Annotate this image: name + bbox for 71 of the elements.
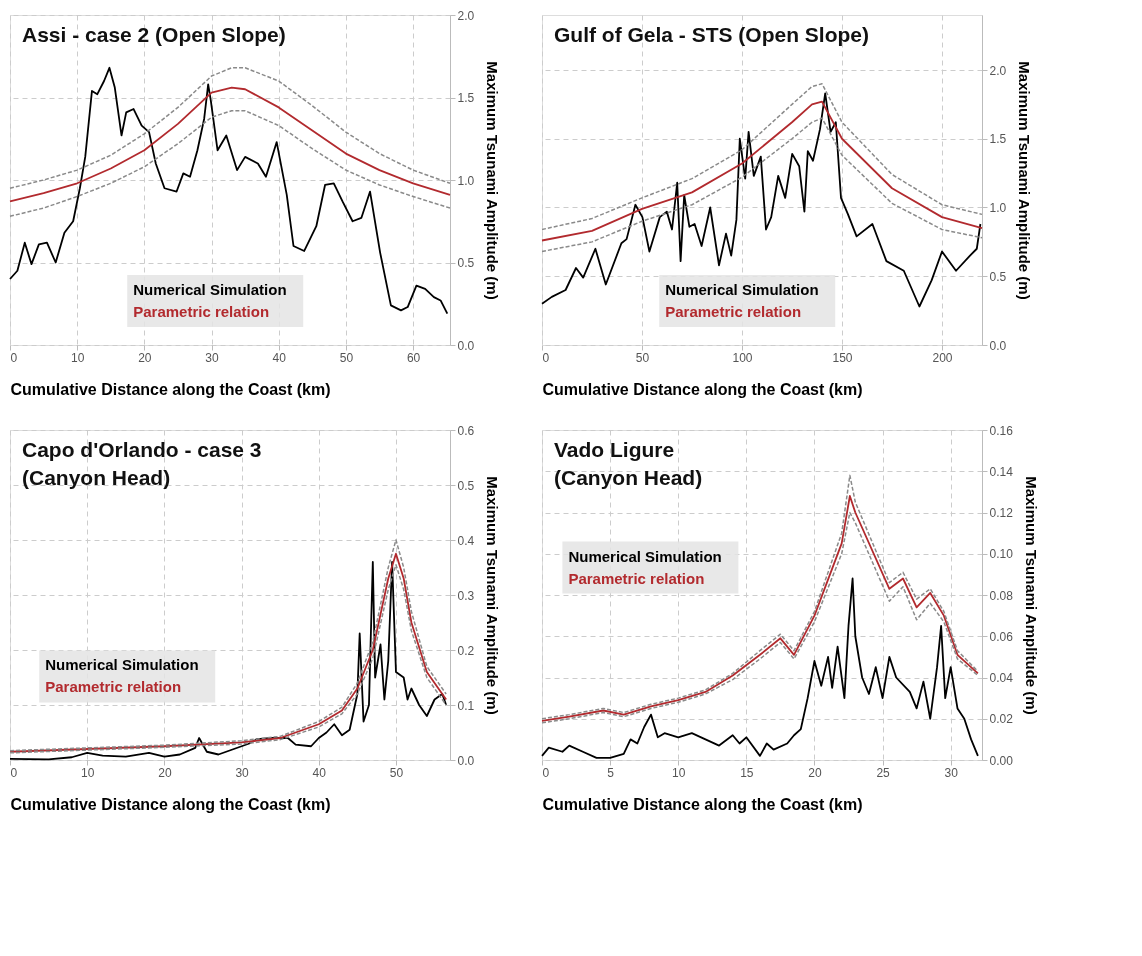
- y-tick-label: 1.5: [457, 91, 475, 105]
- x-tick-label: 10: [672, 765, 686, 780]
- y-tick-label: 0.0: [457, 338, 475, 353]
- y-tick-label: 0.5: [989, 269, 1007, 284]
- y-tick-label: 0.08: [989, 588, 1014, 603]
- x-tick-label: 5: [607, 765, 615, 780]
- text: Parametric relation: [133, 303, 270, 320]
- x-tick-label: 100: [732, 350, 753, 365]
- text: Parametric relation: [665, 303, 802, 320]
- x-tick-label: 0: [10, 350, 18, 365]
- x-tick-label: 40: [272, 350, 287, 365]
- y-tick-label: 0.5: [457, 478, 475, 493]
- y-tick-label: 1.5: [989, 132, 1007, 147]
- y-tick-label: 1.0: [989, 201, 1007, 215]
- x-tick-label: 20: [808, 765, 822, 780]
- text: Vado Ligure (Canyon Head): [554, 438, 703, 489]
- y-axis-title: Maximum Tsunami Amplitude (m): [484, 476, 502, 715]
- x-tick-label: 30: [944, 765, 959, 780]
- chart-title: Assi - case 2 (Open Slope): [22, 23, 286, 46]
- y-tick-label: 0.16: [989, 423, 1014, 438]
- y-tick-label: 0.2: [457, 643, 475, 658]
- x-tick-label: 30: [235, 765, 250, 780]
- series-label: Numerical Simulation: [665, 281, 819, 298]
- x-tick-label: 20: [158, 765, 172, 780]
- x-tick-label: 60: [406, 350, 421, 365]
- x-tick-label: 150: [832, 350, 853, 365]
- y-tick-label: 0.00: [989, 753, 1014, 768]
- y-tick-label: 2.0: [457, 8, 475, 23]
- x-axis-title: Cumulative Distance along the Coast (km): [542, 380, 863, 398]
- x-tick-label: 50: [339, 350, 354, 365]
- x-tick-label: 0: [542, 350, 550, 365]
- x-tick-label: 15: [740, 765, 754, 780]
- y-axis-title: Maximum Tsunami Amplitude (m): [1016, 61, 1034, 300]
- y-tick-label: 0.0: [989, 338, 1007, 353]
- text: Parametric relation: [568, 569, 705, 587]
- x-axis-title: Cumulative Distance along the Coast (km): [10, 795, 331, 813]
- x-tick-label: 0: [10, 765, 18, 780]
- x-tick-label: 0: [542, 765, 550, 780]
- y-tick-label: 0.14: [989, 464, 1014, 479]
- text: Numerical Simulation: [133, 281, 287, 298]
- y-tick-label: 2.0: [989, 63, 1007, 78]
- text: Numerical Simulation: [568, 547, 722, 565]
- y-tick-label: 0.1: [457, 698, 475, 713]
- y-tick-label: 0.06: [989, 629, 1014, 644]
- chart-title: Gulf of Gela - STS (Open Slope): [554, 23, 870, 46]
- x-axis-title: Cumulative Distance along the Coast (km): [10, 380, 331, 398]
- y-axis-title: Maximum Tsunami Amplitude (m): [1022, 476, 1040, 715]
- y-tick-label: 0.02: [989, 712, 1014, 727]
- y-tick-label: 0.5: [457, 256, 475, 270]
- y-tick-label: 1.0: [457, 173, 475, 188]
- text: Parametric relation: [45, 678, 182, 696]
- y-tick-label: 0.04: [989, 671, 1014, 685]
- x-tick-label: 30: [205, 350, 220, 365]
- x-tick-label: 25: [876, 765, 891, 780]
- x-tick-label: 20: [138, 350, 152, 365]
- x-tick-label: 40: [312, 765, 327, 780]
- y-axis-title: Maximum Tsunami Amplitude (m): [484, 61, 502, 300]
- text: Capo d'Orlando - case 3 (Canyon Head): [22, 438, 262, 489]
- y-tick-label: 0.4: [457, 533, 475, 548]
- x-tick-label: 10: [71, 350, 85, 365]
- y-tick-label: 0.6: [457, 423, 475, 438]
- text: Numerical Simulation: [45, 656, 199, 674]
- x-axis-title: Cumulative Distance along the Coast (km): [542, 795, 863, 813]
- y-tick-label: 0.12: [989, 506, 1014, 520]
- x-tick-label: 50: [635, 350, 650, 365]
- y-tick-label: 0.10: [989, 547, 1014, 562]
- x-tick-label: 200: [932, 350, 953, 365]
- x-tick-label: 10: [81, 765, 95, 780]
- y-tick-label: 0.0: [457, 753, 475, 768]
- x-tick-label: 50: [389, 765, 404, 780]
- y-tick-label: 0.3: [457, 588, 475, 603]
